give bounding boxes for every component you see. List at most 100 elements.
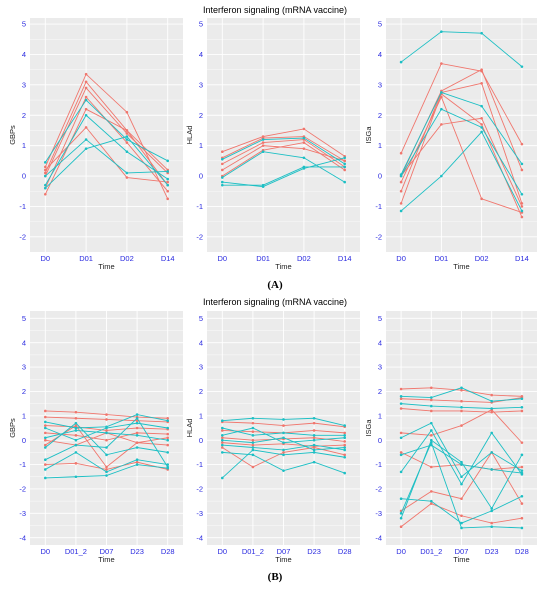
- data-point-red: [221, 446, 224, 449]
- data-point-teal: [125, 171, 129, 175]
- y-tick-label: 3: [378, 80, 382, 89]
- y-tick-label: 1: [378, 141, 382, 150]
- y-tick-label: 3: [199, 80, 203, 89]
- data-point-teal: [44, 436, 47, 440]
- data-point-teal: [480, 126, 483, 129]
- data-point-red: [430, 434, 433, 437]
- data-point-red: [135, 460, 139, 464]
- data-point-teal: [460, 475, 463, 479]
- x-tick-label: D28: [515, 547, 529, 556]
- data-point-red: [520, 142, 524, 146]
- y-tick-label: 1: [22, 141, 26, 150]
- data-point-red: [399, 387, 403, 391]
- y-tick-label: -2: [196, 485, 203, 494]
- data-point-teal: [440, 91, 443, 94]
- data-point-teal: [251, 434, 255, 437]
- y-tick-label: -2: [19, 232, 26, 241]
- data-point-teal: [221, 176, 224, 179]
- data-point-teal: [302, 165, 306, 169]
- data-point-teal: [221, 183, 224, 187]
- data-point-red: [125, 110, 129, 114]
- data-point-teal: [343, 156, 347, 160]
- data-point-teal: [399, 395, 403, 398]
- y-tick-label: -1: [19, 202, 26, 211]
- x-tick-label: D07: [277, 547, 291, 556]
- data-point-red: [84, 86, 88, 90]
- data-point-teal: [44, 183, 47, 187]
- data-point-teal: [74, 443, 78, 447]
- data-point-red: [480, 123, 483, 126]
- data-point-teal: [166, 438, 169, 442]
- panel-a-gbps: -2 -1 0 1 2 3 4 5 D0 D01 D02 D14 Time GBPs: [8, 18, 183, 271]
- data-point-teal: [166, 183, 169, 187]
- data-point-teal: [460, 526, 463, 530]
- data-point-red: [343, 440, 347, 443]
- data-point-red: [44, 415, 47, 419]
- data-point-red: [312, 421, 316, 425]
- data-point-red: [44, 431, 47, 435]
- data-point-red: [105, 429, 108, 432]
- data-point-teal: [251, 446, 255, 449]
- data-point-red: [84, 126, 88, 129]
- data-point-red: [44, 443, 47, 447]
- y-tick-label: -2: [19, 485, 26, 494]
- series-line-red: [44, 126, 168, 183]
- y-tick-label: -2: [196, 232, 203, 241]
- data-point-red: [520, 502, 524, 505]
- series-line-red: [44, 80, 169, 186]
- data-point-red: [399, 151, 403, 155]
- data-point-teal: [343, 424, 347, 427]
- data-point-teal: [135, 458, 139, 461]
- data-point-red: [261, 141, 265, 144]
- y-tick-label: 5: [378, 314, 382, 323]
- x-tick-label: D28: [161, 547, 175, 556]
- x-tick-label: D0: [41, 254, 51, 263]
- figure-a-title: Interferon signaling (mRNA vaccine): [203, 5, 347, 15]
- data-point-red: [343, 443, 347, 447]
- data-point-red: [460, 388, 463, 392]
- data-point-teal: [520, 192, 524, 196]
- x-tick-label: D0: [41, 547, 51, 556]
- data-point-red: [44, 192, 47, 196]
- data-point-teal: [282, 441, 285, 444]
- y-tick-label: 5: [378, 20, 382, 29]
- data-point-teal: [490, 468, 494, 471]
- data-point-red: [135, 441, 139, 444]
- data-point-teal: [312, 460, 316, 464]
- data-point-red: [251, 421, 255, 425]
- panel-a-isga: -2 -1 0 1 2 3 4 5 D0 D01 D02 D14 Time ISGa: [364, 18, 537, 271]
- data-point-red: [166, 436, 169, 440]
- series-line-teal: [222, 166, 345, 186]
- y-axis-label: ISGa: [364, 126, 373, 144]
- data-point-teal: [282, 431, 285, 435]
- y-axis-label: HLAd: [185, 126, 194, 145]
- y-tick-label: -4: [375, 533, 382, 542]
- data-point-red: [312, 429, 316, 432]
- data-point-teal: [74, 475, 78, 479]
- series-line-teal: [44, 114, 168, 186]
- data-point-red: [282, 424, 285, 427]
- panel-background: [386, 18, 537, 252]
- data-point-teal: [221, 434, 224, 437]
- y-tick-label: 0: [22, 436, 26, 445]
- y-tick-label: 1: [199, 141, 203, 150]
- data-point-teal: [105, 453, 108, 457]
- data-point-red: [105, 418, 108, 421]
- data-point-red: [440, 95, 443, 99]
- data-point-teal: [480, 31, 483, 35]
- data-point-teal: [460, 460, 463, 464]
- data-point-teal: [135, 434, 139, 437]
- data-point-red: [399, 180, 403, 184]
- data-point-red: [221, 436, 224, 440]
- figure-a-caption: (A): [267, 279, 283, 291]
- y-tick-label: -3: [19, 509, 26, 518]
- y-tick-label: 1: [199, 411, 203, 420]
- data-point-teal: [460, 521, 463, 525]
- data-point-red: [44, 424, 47, 427]
- series-line-red: [400, 63, 523, 154]
- data-point-teal: [166, 463, 169, 466]
- y-tick-label: 4: [378, 50, 382, 59]
- data-point-red: [125, 132, 129, 135]
- data-point-teal: [399, 497, 403, 500]
